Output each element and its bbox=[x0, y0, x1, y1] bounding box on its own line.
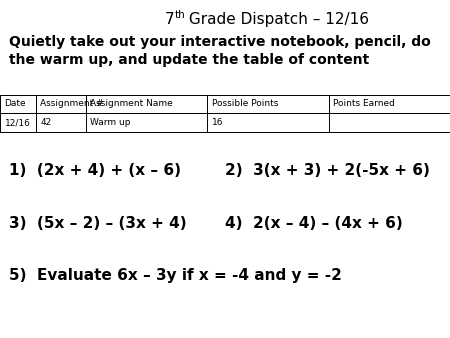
Text: Assignment Name: Assignment Name bbox=[90, 99, 173, 108]
Text: 1)  (2x + 4) + (x – 6): 1) (2x + 4) + (x – 6) bbox=[9, 163, 181, 178]
Text: 7: 7 bbox=[164, 12, 174, 27]
Text: 4)  2(x – 4) – (4x + 6): 4) 2(x – 4) – (4x + 6) bbox=[225, 216, 403, 231]
Text: 42: 42 bbox=[40, 118, 52, 127]
Text: 2)  3(x + 3) + 2(-5x + 6): 2) 3(x + 3) + 2(-5x + 6) bbox=[225, 163, 430, 178]
Text: 3)  (5x – 2) – (3x + 4): 3) (5x – 2) – (3x + 4) bbox=[9, 216, 187, 231]
Text: Grade Dispatch – 12/16: Grade Dispatch – 12/16 bbox=[184, 12, 369, 27]
Text: th: th bbox=[175, 10, 185, 20]
Bar bbox=[0, 95, 450, 113]
Text: 5)  Evaluate 6x – 3y if x = -4 and y = -2: 5) Evaluate 6x – 3y if x = -4 and y = -2 bbox=[9, 268, 342, 283]
Text: Possible Points: Possible Points bbox=[212, 99, 278, 108]
Text: Quietly take out your interactive notebook, pencil, do
the warm up, and update t: Quietly take out your interactive notebo… bbox=[9, 35, 431, 67]
Text: Assignment #: Assignment # bbox=[40, 99, 104, 108]
Bar bbox=[0, 113, 450, 132]
Text: 12/16: 12/16 bbox=[4, 118, 31, 127]
Text: 16: 16 bbox=[212, 118, 223, 127]
Text: Warm up: Warm up bbox=[90, 118, 130, 127]
Text: Date: Date bbox=[4, 99, 26, 108]
Text: Points Earned: Points Earned bbox=[333, 99, 395, 108]
